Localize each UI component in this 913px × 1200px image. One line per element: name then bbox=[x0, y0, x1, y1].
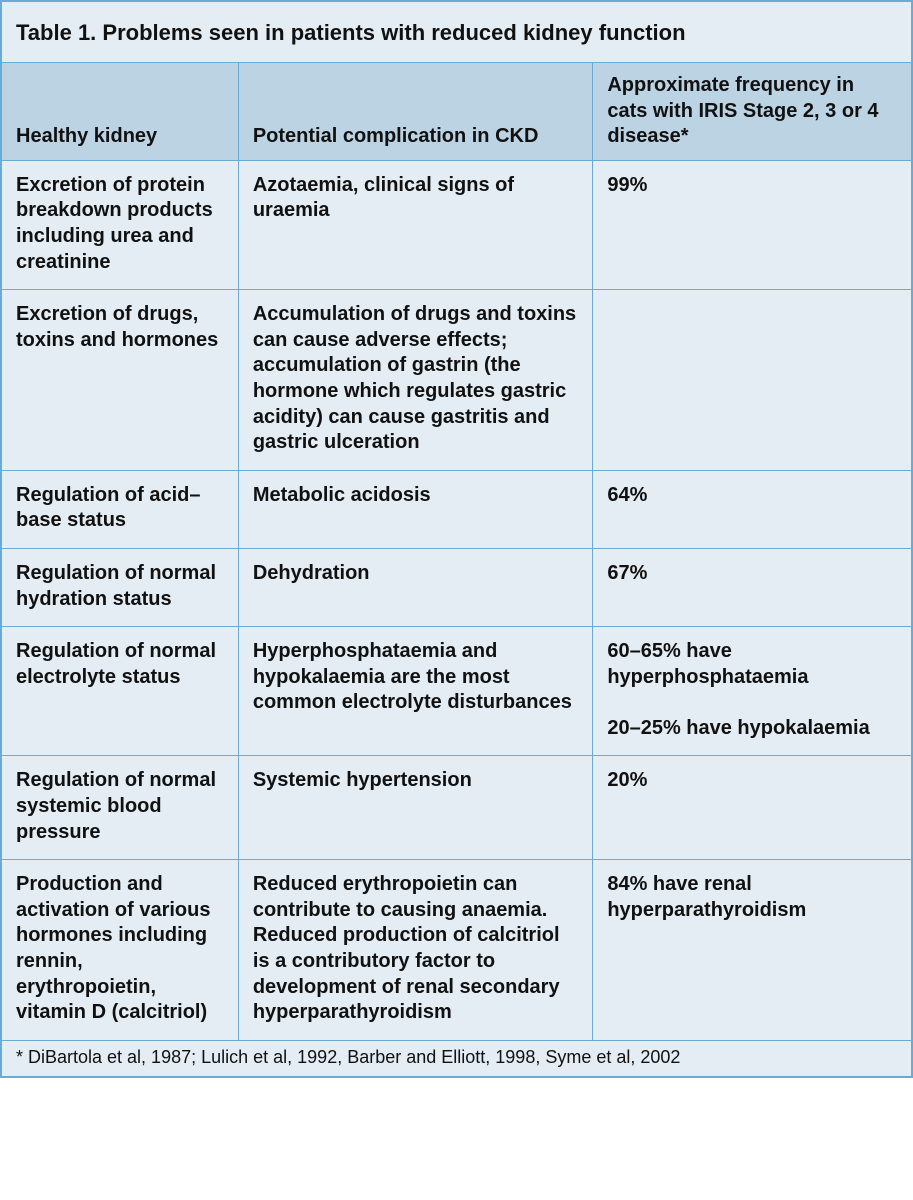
cell-healthy-kidney: Regulation of normal hydration status bbox=[2, 548, 238, 626]
col-header-3: Approximate frequency in cats with IRIS … bbox=[593, 63, 911, 161]
table-title-row: Table 1. Problems seen in patients with … bbox=[2, 2, 911, 63]
table-footnote-row: * DiBartola et al, 1987; Lulich et al, 1… bbox=[2, 1040, 911, 1076]
cell-frequency bbox=[593, 290, 911, 471]
table-container: Table 1. Problems seen in patients with … bbox=[0, 0, 913, 1078]
table-row: Excretion of drugs, toxins and hormones … bbox=[2, 290, 911, 471]
cell-frequency: 67% bbox=[593, 548, 911, 626]
cell-complication: Hyperphosphataemia and hypokalaemia are … bbox=[238, 627, 593, 756]
cell-complication: Metabolic acidosis bbox=[238, 470, 593, 548]
cell-frequency: 99% bbox=[593, 160, 911, 289]
table-row: Excretion of protein breakdown products … bbox=[2, 160, 911, 289]
table-row: Regulation of acid–base status Metabolic… bbox=[2, 470, 911, 548]
cell-healthy-kidney: Excretion of protein breakdown products … bbox=[2, 160, 238, 289]
cell-frequency: 84% have renal hyperparathyroidism bbox=[593, 860, 911, 1041]
cell-healthy-kidney: Regulation of acid–base status bbox=[2, 470, 238, 548]
col-header-1: Healthy kidney bbox=[2, 63, 238, 161]
cell-complication: Systemic hypertension bbox=[238, 756, 593, 860]
table-row: Regulation of normal electrolyte status … bbox=[2, 627, 911, 756]
table-row: Regulation of normal systemic blood pres… bbox=[2, 756, 911, 860]
table-row: Production and activation of various hor… bbox=[2, 860, 911, 1041]
cell-healthy-kidney: Production and activation of various hor… bbox=[2, 860, 238, 1041]
cell-healthy-kidney: Regulation of normal systemic blood pres… bbox=[2, 756, 238, 860]
cell-complication: Azotaemia, clinical signs of uraemia bbox=[238, 160, 593, 289]
table-title: Table 1. Problems seen in patients with … bbox=[2, 2, 911, 63]
cell-frequency: 60–65% have hyperphosphataemia20–25% hav… bbox=[593, 627, 911, 756]
cell-healthy-kidney: Regulation of normal electrolyte status bbox=[2, 627, 238, 756]
table-header-row: Healthy kidney Potential complication in… bbox=[2, 63, 911, 161]
col-header-2: Potential complication in CKD bbox=[238, 63, 593, 161]
cell-frequency: 64% bbox=[593, 470, 911, 548]
kidney-problems-table: Table 1. Problems seen in patients with … bbox=[2, 2, 911, 1076]
cell-complication: Dehydration bbox=[238, 548, 593, 626]
table-footnote: * DiBartola et al, 1987; Lulich et al, 1… bbox=[2, 1040, 911, 1076]
cell-healthy-kidney: Excretion of drugs, toxins and hormones bbox=[2, 290, 238, 471]
cell-complication: Accumulation of drugs and toxins can cau… bbox=[238, 290, 593, 471]
cell-frequency: 20% bbox=[593, 756, 911, 860]
cell-complication: Reduced erythropoietin can contribute to… bbox=[238, 860, 593, 1041]
table-row: Regulation of normal hydration status De… bbox=[2, 548, 911, 626]
